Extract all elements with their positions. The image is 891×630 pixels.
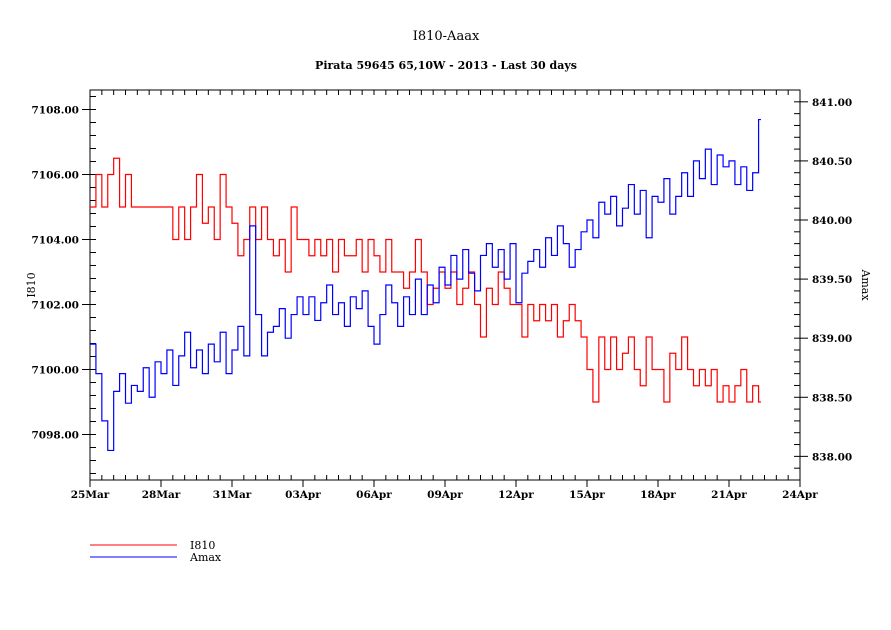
- x-tick-label: 21Apr: [711, 489, 747, 501]
- y-axis-left-label: I810: [25, 272, 38, 297]
- x-tick-label: 18Apr: [640, 489, 676, 501]
- y-left-tick-label: 7100.00: [32, 365, 80, 377]
- x-tick-label: 12Apr: [498, 489, 534, 501]
- y-right-tick-label: 840.00: [812, 215, 852, 227]
- y-right-tick-label: 839.50: [812, 274, 852, 286]
- y-right-tick-label: 841.00: [812, 97, 852, 109]
- legend-label-amax: Amax: [189, 551, 222, 564]
- chart-subtitle: Pirata 59645 65,10W - 2013 - Last 30 day…: [315, 59, 577, 72]
- x-tick-label: 31Mar: [213, 489, 252, 501]
- y-left-tick-label: 7098.00: [32, 430, 80, 442]
- y-right-tick-label: 839.00: [812, 333, 852, 345]
- x-tick-label: 03Apr: [285, 489, 321, 501]
- chart-title: I810-Aaax: [413, 29, 480, 44]
- x-tick-label: 15Apr: [569, 489, 605, 501]
- y-axis-right-label: Amax: [859, 268, 872, 301]
- legend-label-i810: I810: [190, 539, 215, 552]
- x-tick-label: 24Apr: [782, 489, 818, 501]
- y-right-tick-label: 838.50: [812, 392, 852, 404]
- y-right-tick-label: 840.50: [812, 156, 852, 168]
- x-tick-label: 09Apr: [427, 489, 463, 501]
- x-tick-label: 28Mar: [142, 489, 181, 501]
- x-tick-label: 06Apr: [356, 489, 392, 501]
- legend: I810 Amax: [90, 539, 222, 564]
- y-left-tick-label: 7108.00: [32, 105, 80, 117]
- y-left-tick-label: 7102.00: [32, 300, 80, 312]
- y-left-tick-label: 7104.00: [32, 235, 80, 247]
- y-left-tick-label: 7106.00: [32, 170, 80, 182]
- x-tick-label: 25Mar: [71, 489, 110, 501]
- y-right-tick-label: 838.00: [812, 451, 852, 463]
- series-line-amax: [90, 118, 761, 452]
